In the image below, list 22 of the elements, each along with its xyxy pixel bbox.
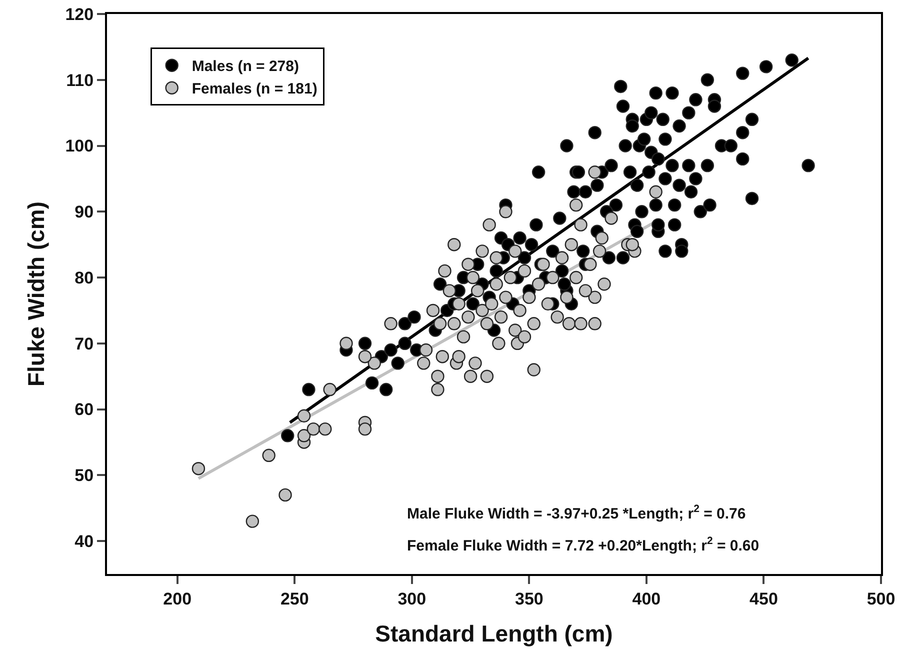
x-tick-label: 400 bbox=[632, 589, 661, 608]
x-tick-label: 250 bbox=[280, 589, 309, 608]
x-tick-label: 300 bbox=[398, 589, 426, 608]
legend-label: Males (n = 278) bbox=[192, 58, 299, 76]
y-tick-label: 120 bbox=[65, 4, 94, 24]
y-tick-label: 100 bbox=[65, 136, 94, 156]
y-tick-label: 60 bbox=[74, 400, 94, 420]
x-tick-label: 200 bbox=[163, 589, 192, 608]
annotation: Female Fluke Width = 7.72 +0.20*Length; r$^{2}$ = 0.60 bbox=[407, 535, 760, 554]
y-tick-label: 40 bbox=[74, 532, 94, 552]
x-tick-label: 450 bbox=[750, 589, 778, 608]
x-tick-label: 500 bbox=[866, 589, 896, 608]
legend-label: Females (n = 181) bbox=[192, 80, 318, 98]
x-tick-label: 350 bbox=[514, 589, 544, 608]
y-tick-label: 90 bbox=[74, 202, 94, 222]
annotation: Male Fluke Width = -3.97+0.25 *Length; r$^{2}$ = 0.76 bbox=[407, 503, 746, 522]
y-tick-label: 110 bbox=[66, 70, 94, 90]
x-axis-title: Standard Length (cm) bbox=[375, 620, 613, 646]
y-tick-label: 70 bbox=[74, 334, 94, 354]
y-tick-label: 80 bbox=[74, 268, 94, 288]
y-axis-title: Fluke Width (cm) bbox=[23, 201, 50, 387]
y-tick-label: 50 bbox=[74, 466, 94, 486]
